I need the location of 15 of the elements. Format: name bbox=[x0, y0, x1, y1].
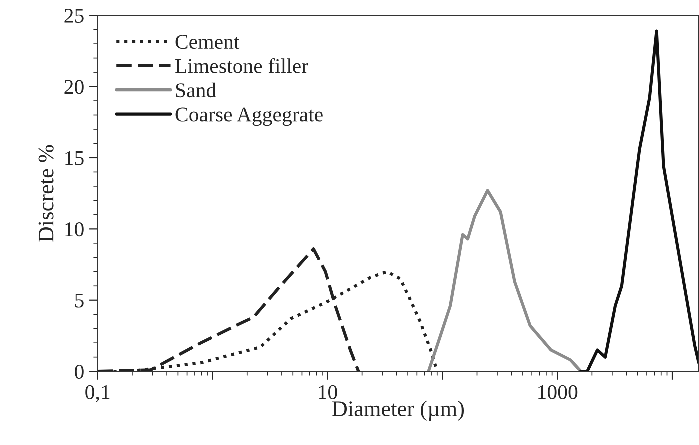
x-tick-label: 0,1 bbox=[86, 385, 110, 402]
y-tick-label: 15 bbox=[66, 151, 84, 166]
y-tick-label: 20 bbox=[64, 80, 84, 94]
x-tick-label: 10 bbox=[319, 385, 338, 400]
y-axis-title: Discrete % bbox=[38, 145, 54, 242]
legend-label: Limestone filler bbox=[176, 58, 308, 74]
x-tick-label: 1000 bbox=[538, 385, 578, 400]
y-tick-label: 0 bbox=[75, 364, 84, 380]
legend-label: Cement bbox=[176, 35, 240, 50]
y-tick-label: 5 bbox=[75, 294, 84, 308]
legend-label: Coarse Aggegrate bbox=[176, 108, 323, 126]
x-axis-title: Diameter (µm) bbox=[332, 400, 464, 422]
legend-label: Sand bbox=[176, 82, 216, 98]
y-tick-label: 25 bbox=[64, 9, 84, 24]
y-tick-label: 10 bbox=[66, 222, 84, 237]
